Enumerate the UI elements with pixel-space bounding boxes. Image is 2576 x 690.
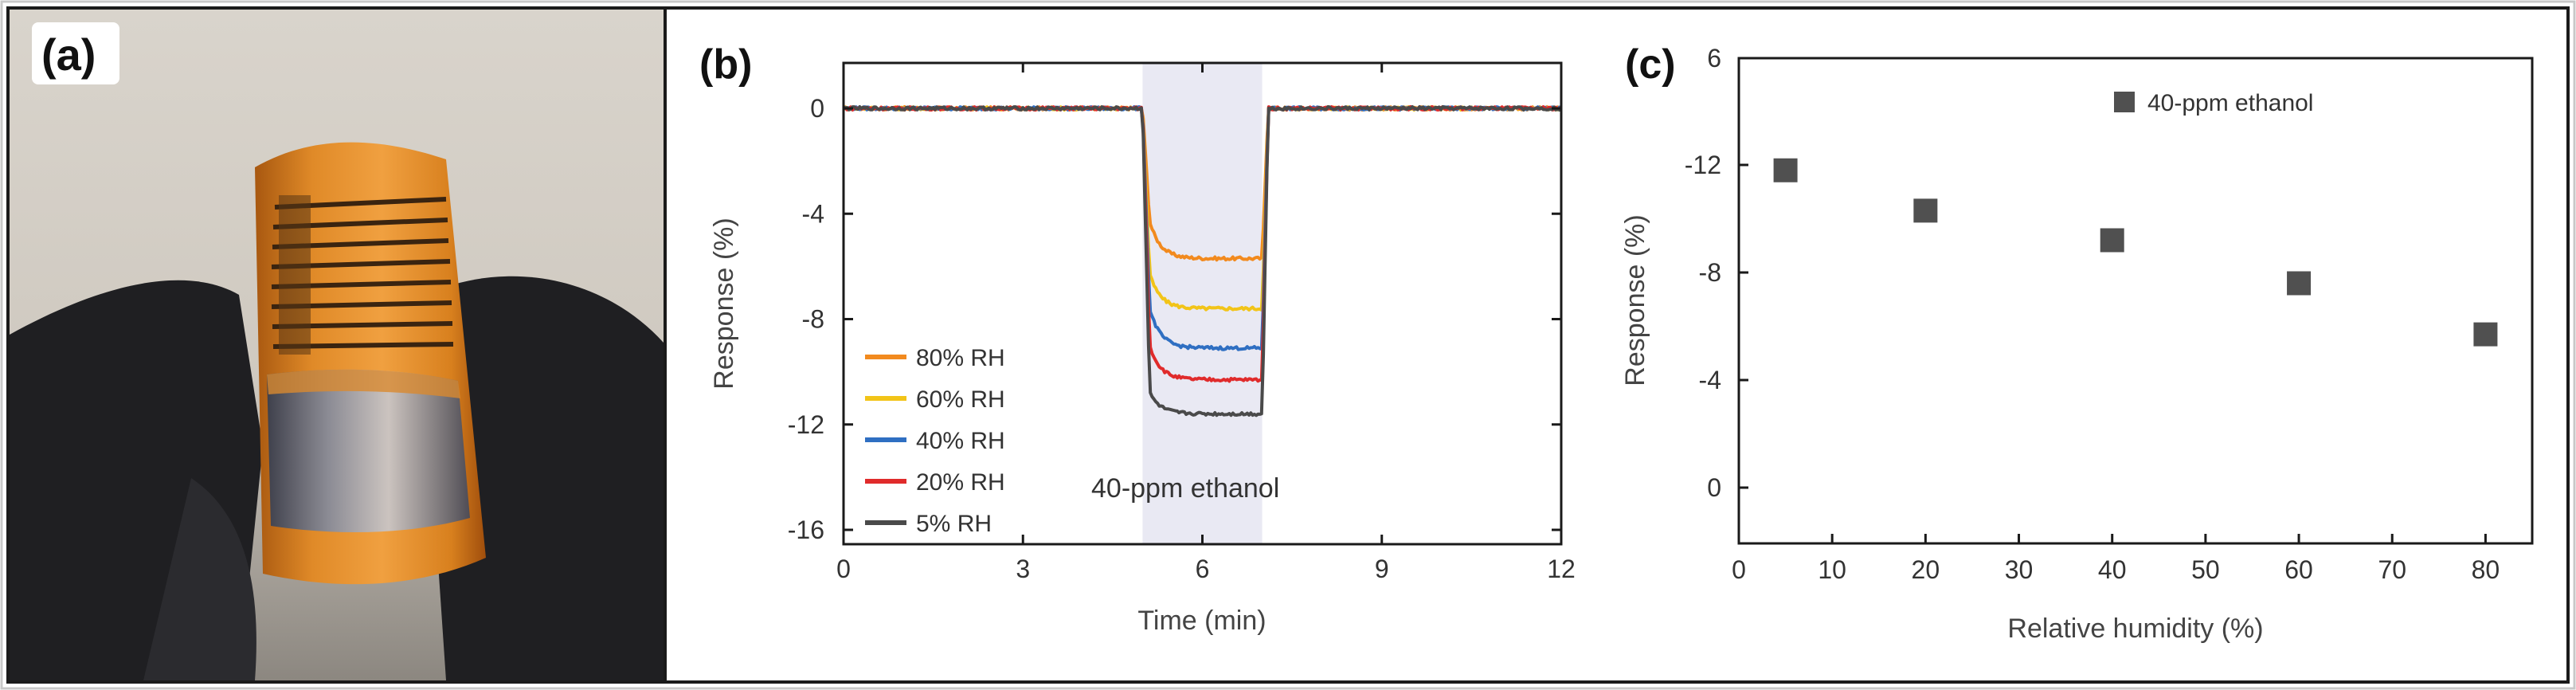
x-tick-label: 0 bbox=[1732, 555, 1746, 584]
data-point bbox=[1913, 198, 1938, 223]
y-tick-label: 0 bbox=[810, 94, 824, 123]
panel-c-label: (c) bbox=[1625, 41, 1676, 88]
y-tick-label: -4 bbox=[802, 199, 824, 228]
legend-label: 5% RH bbox=[916, 511, 992, 537]
x-tick-label: 6 bbox=[1196, 555, 1210, 583]
exposure-shading bbox=[1142, 63, 1263, 544]
x-tick-label: 30 bbox=[2005, 555, 2034, 584]
x-tick-label: 70 bbox=[2378, 555, 2406, 584]
y-tick-label: -8 bbox=[1699, 258, 1721, 287]
x-tick-label: 60 bbox=[2284, 555, 2313, 584]
panel-b-x-axis-label: Time (min) bbox=[1137, 606, 1266, 636]
reflective-strip bbox=[267, 369, 470, 533]
x-tick-label: 20 bbox=[1912, 555, 1940, 584]
x-tick-label: 40 bbox=[2098, 555, 2127, 584]
film-band bbox=[267, 369, 460, 398]
panel-border bbox=[6, 6, 2570, 684]
y-tick-label: -16 bbox=[788, 516, 824, 544]
x-tick-label: 9 bbox=[1375, 555, 1389, 583]
panel-a: (a) bbox=[10, 10, 664, 680]
x-tick-label: 50 bbox=[2191, 555, 2220, 584]
panel-a-label: (a) bbox=[41, 29, 96, 80]
response-curves bbox=[844, 105, 1561, 418]
ethanol-annotation: 40-ppm ethanol bbox=[1091, 473, 1279, 504]
legend-label: 20% RH bbox=[916, 469, 1005, 496]
y-tick-label: -8 bbox=[802, 305, 824, 334]
data-point bbox=[2287, 271, 2312, 296]
electrode-pads bbox=[279, 195, 311, 355]
panel-b: (b) 0 3 6 9 12 0 -4 -8 -12 -16 80% RH 60% RH 40% RH… bbox=[699, 41, 1576, 636]
panel-c-plot-frame bbox=[1737, 57, 2534, 545]
panel-b-label: (b) bbox=[699, 41, 752, 88]
x-tick-label: 3 bbox=[1016, 555, 1030, 583]
panel-b-y-axis-label: Response (%) bbox=[709, 218, 739, 389]
right-glove bbox=[430, 276, 664, 680]
y-tick-label: -12 bbox=[1685, 151, 1721, 179]
legend-label: 80% RH bbox=[916, 345, 1005, 371]
data-point bbox=[2100, 228, 2124, 253]
left-glove-shadow bbox=[143, 478, 256, 680]
x-tick-label: 80 bbox=[2472, 555, 2500, 584]
data-point bbox=[2473, 322, 2498, 347]
panel-b-legend: 80% RH 60% RH 40% RH 20% RH 5% RH bbox=[865, 345, 1005, 537]
y-tick-label: 6 bbox=[1707, 44, 1721, 73]
panel-c: (c) 0 10 20 30 40 50 60 70 80 6 -12 -8 -4 0 40-ppm et… bbox=[1620, 41, 2534, 644]
legend-label: 60% RH bbox=[916, 386, 1005, 413]
panel-a-label-bg bbox=[32, 22, 119, 84]
panel-c-points bbox=[1773, 158, 2498, 347]
panel-c-y-axis-label: Response (%) bbox=[1620, 214, 1650, 386]
y-tick-label: -4 bbox=[1699, 366, 1721, 394]
panel-c-x-axis-label: Relative humidity (%) bbox=[2007, 614, 2263, 644]
panel-c-legend-label: 40-ppm ethanol bbox=[2147, 90, 2313, 116]
data-point bbox=[1773, 158, 1798, 182]
panel-c-legend-marker bbox=[2114, 92, 2135, 112]
legend-label: 40% RH bbox=[916, 428, 1005, 454]
x-tick-label: 0 bbox=[836, 555, 851, 583]
panel-b-ticks: 0 3 6 9 12 0 -4 -8 -12 -16 bbox=[788, 63, 1576, 583]
y-tick-label: 0 bbox=[1707, 473, 1721, 502]
x-tick-label: 10 bbox=[1818, 555, 1846, 584]
panel-c-ticks: 0 10 20 30 40 50 60 70 80 6 -12 -8 -4 0 bbox=[1685, 44, 2500, 584]
y-tick-label: -12 bbox=[788, 410, 824, 439]
x-tick-label: 12 bbox=[1547, 555, 1576, 583]
series-line-5-rh bbox=[844, 105, 1561, 418]
